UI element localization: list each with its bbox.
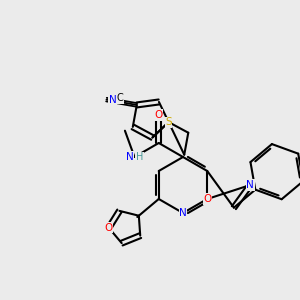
Text: O: O [154,110,163,120]
Text: S: S [165,117,172,127]
Text: H: H [136,152,143,162]
Text: N: N [179,208,187,218]
Text: N: N [109,94,116,105]
Text: O: O [105,223,113,233]
Text: N: N [247,180,254,190]
Text: C: C [116,93,123,103]
Text: N: N [126,152,134,162]
Text: O: O [203,194,212,204]
